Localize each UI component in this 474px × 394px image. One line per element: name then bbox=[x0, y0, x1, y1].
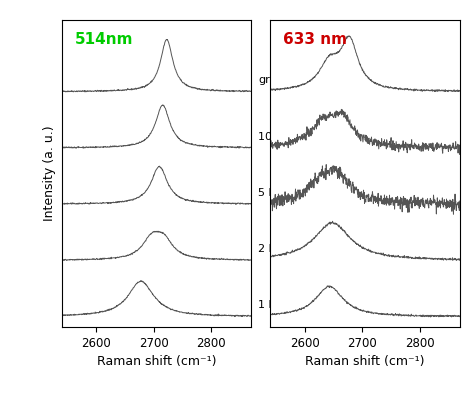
Text: 1 layer: 1 layer bbox=[258, 300, 297, 310]
Y-axis label: Intensity (a. u.): Intensity (a. u.) bbox=[43, 126, 56, 221]
X-axis label: Raman shift (cm⁻¹): Raman shift (cm⁻¹) bbox=[97, 355, 216, 368]
X-axis label: Raman shift (cm⁻¹): Raman shift (cm⁻¹) bbox=[305, 355, 425, 368]
Text: 5 layers: 5 layers bbox=[258, 188, 302, 198]
Text: 2 layers: 2 layers bbox=[258, 244, 303, 254]
Text: 514nm: 514nm bbox=[75, 32, 133, 47]
Text: graphite: graphite bbox=[258, 75, 305, 85]
Text: 10 layers: 10 layers bbox=[258, 132, 310, 141]
Text: 633 nm: 633 nm bbox=[283, 32, 347, 47]
